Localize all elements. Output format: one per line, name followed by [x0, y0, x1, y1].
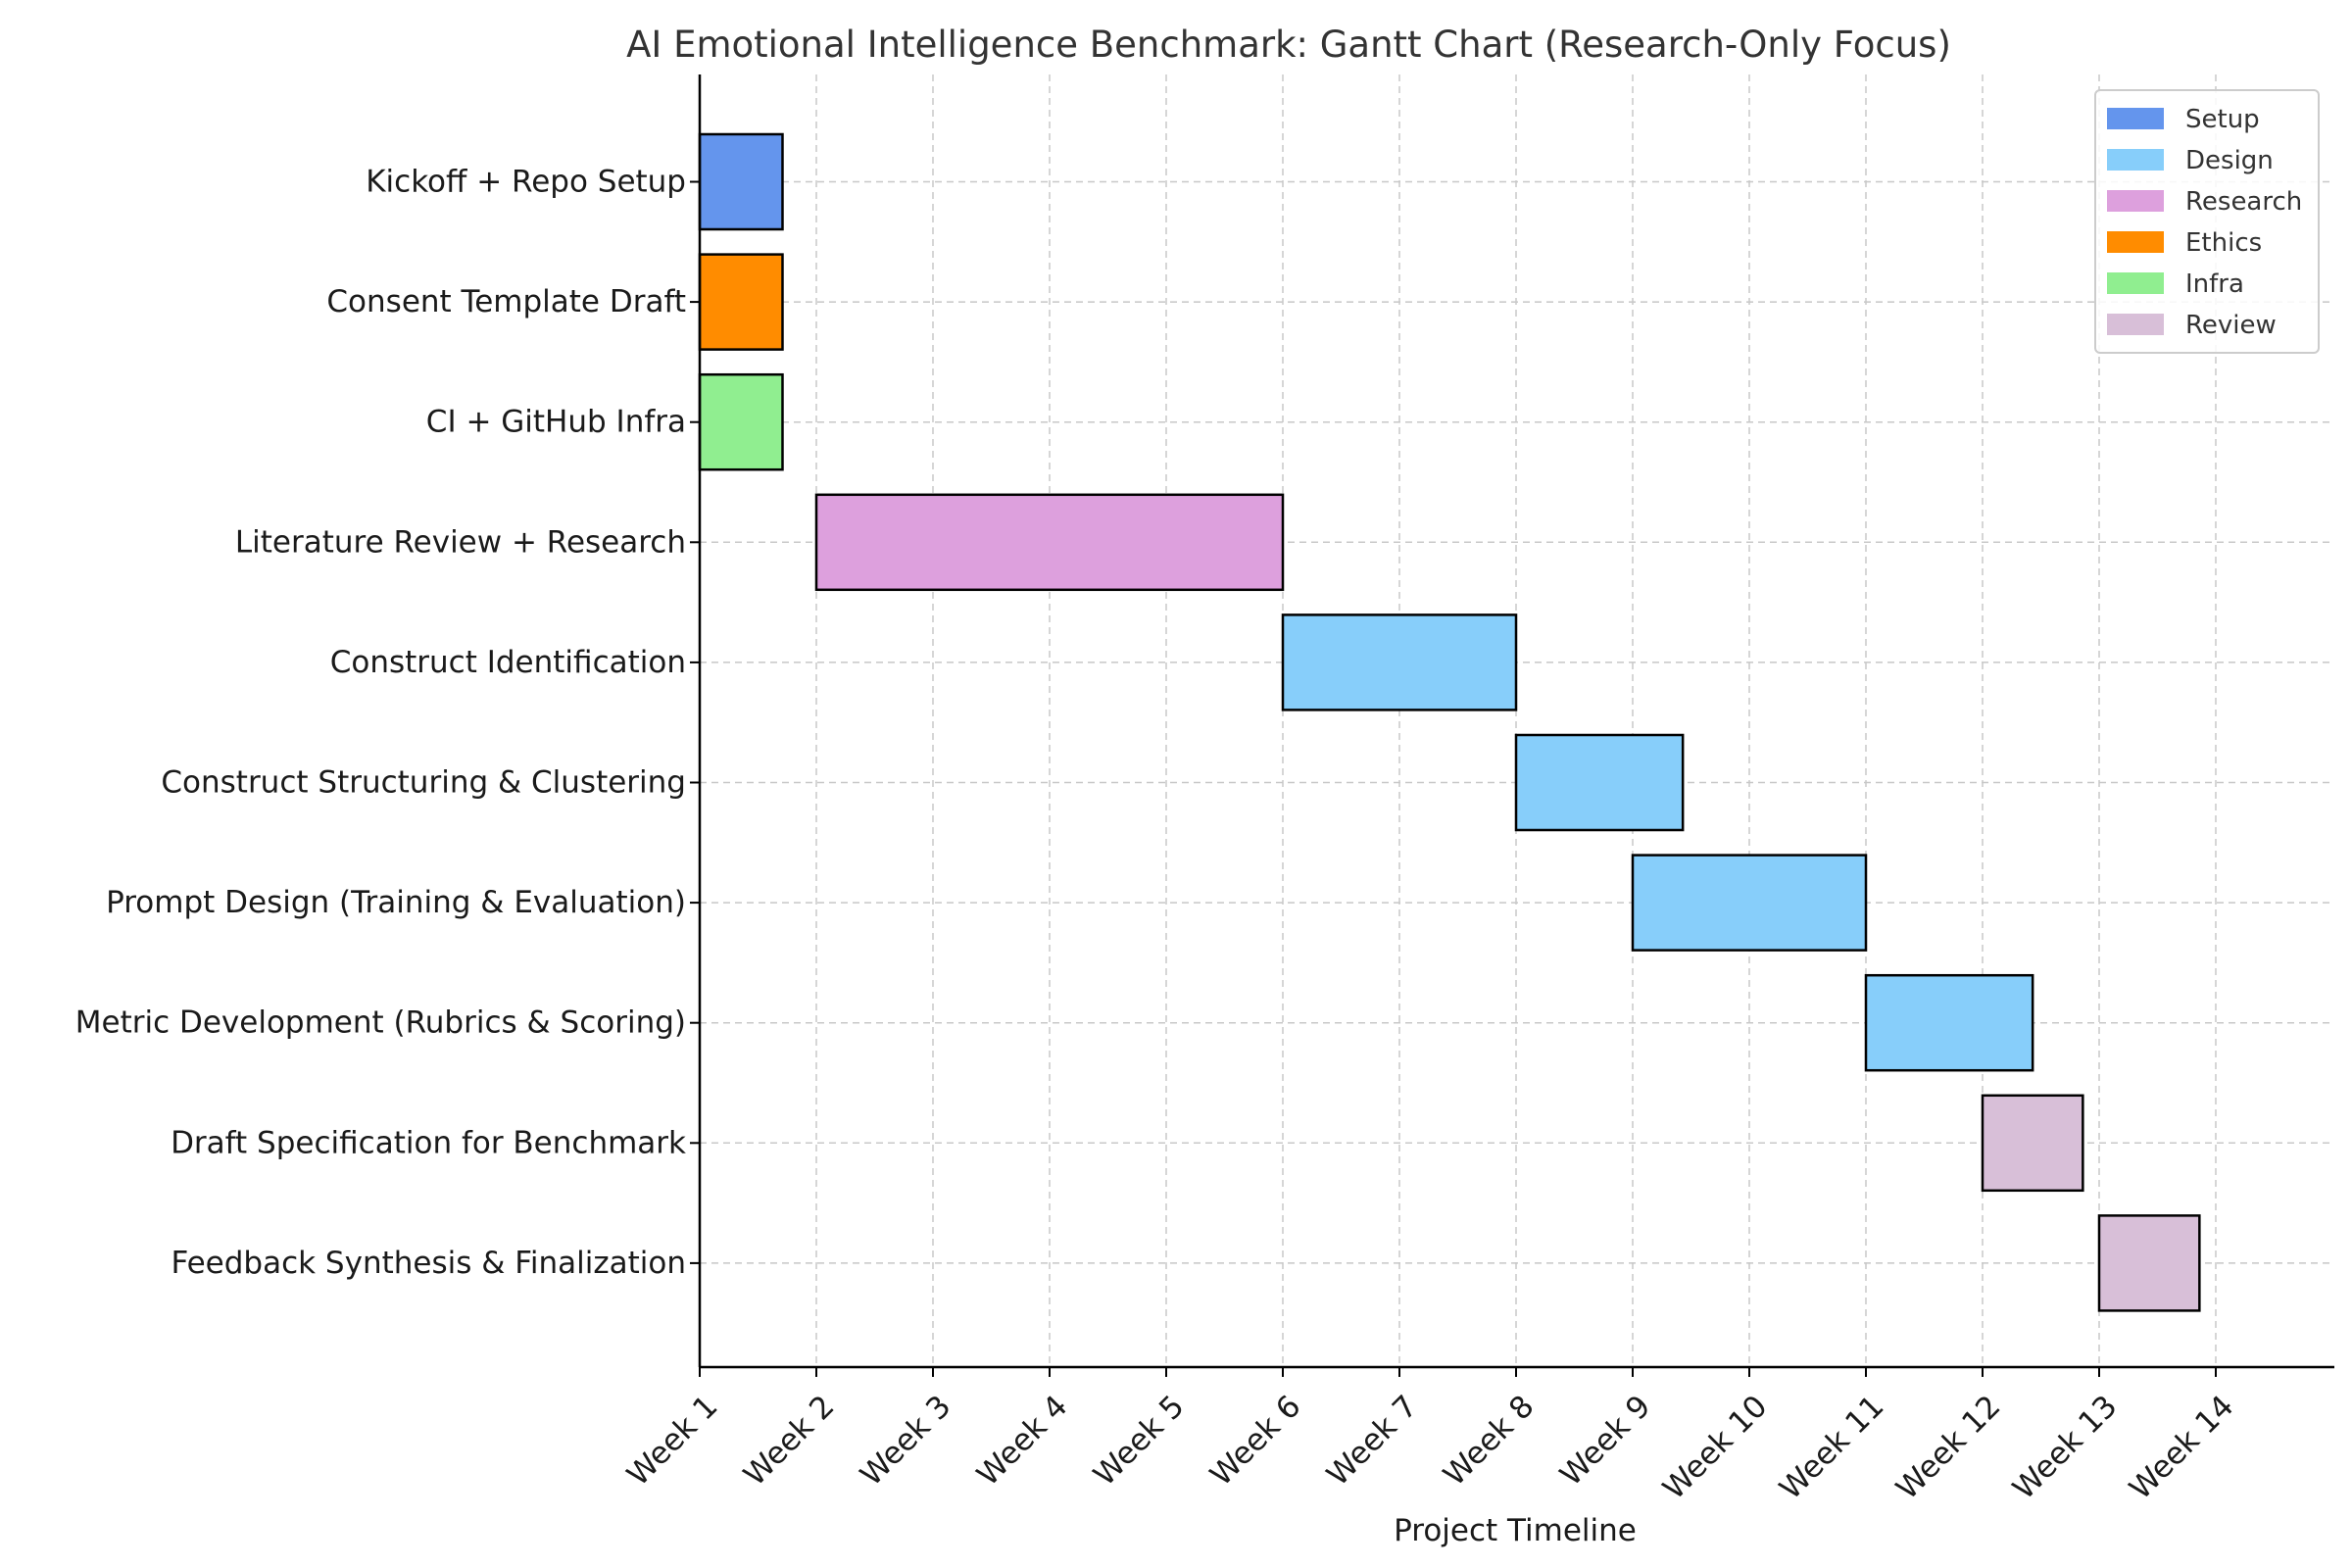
- axes: [690, 74, 2334, 1377]
- task-label: Feedback Synthesis & Finalization: [171, 1246, 686, 1281]
- task-bar: [2097, 1214, 2201, 1312]
- task-label: CI + GitHub Infra: [426, 405, 686, 440]
- task-bar: [698, 253, 784, 351]
- task-bar: [698, 132, 784, 231]
- task-label: Prompt Design (Training & Evaluation): [106, 885, 686, 920]
- x-tick-label: Week 3: [854, 1389, 957, 1493]
- x-tick-label: Week 11: [1773, 1389, 1890, 1506]
- legend: Setup Design Research Ethics Infra Review: [2094, 89, 2320, 354]
- legend-label: Ethics: [2185, 228, 2262, 258]
- x-tick-label: Week 1: [620, 1389, 724, 1493]
- task-label: Construct Identification: [330, 645, 686, 680]
- task-label: Construct Structuring & Clustering: [161, 765, 686, 801]
- x-tick-label: Week 10: [1656, 1389, 1774, 1506]
- task-label: Kickoff + Repo Setup: [366, 165, 686, 200]
- x-axis-label: Project Timeline: [1394, 1513, 1637, 1548]
- x-tick-label: Week 9: [1553, 1389, 1657, 1493]
- legend-swatch: [2107, 190, 2164, 212]
- task-bars: [698, 132, 2201, 1312]
- legend-swatch: [2107, 149, 2164, 171]
- task-label: Draft Specification for Benchmark: [171, 1125, 686, 1160]
- task-bar: [1631, 854, 1868, 952]
- legend-label: Setup: [2185, 105, 2260, 134]
- x-tick-label: Week 4: [970, 1389, 1074, 1493]
- legend-label: Research: [2185, 187, 2302, 217]
- x-tick-label: Week 5: [1087, 1389, 1191, 1493]
- legend-swatch: [2107, 272, 2164, 294]
- x-tick-label: Week 12: [1889, 1389, 2007, 1506]
- x-tick-label: Week 14: [2123, 1389, 2240, 1506]
- legend-swatch: [2107, 231, 2164, 253]
- task-bar: [1981, 1094, 2084, 1193]
- legend-swatch: [2107, 314, 2164, 335]
- x-tick-label: Week 6: [1203, 1389, 1307, 1493]
- task-bar: [698, 372, 784, 471]
- task-bar: [1514, 733, 1685, 832]
- x-tick-label: Week 7: [1320, 1389, 1424, 1493]
- legend-label: Infra: [2185, 270, 2244, 299]
- legend-swatch: [2107, 108, 2164, 129]
- task-bar: [1864, 973, 2034, 1072]
- task-labels: Kickoff + Repo Setup Consent Template Dra…: [75, 165, 686, 1281]
- task-label: Consent Template Draft: [326, 284, 686, 319]
- task-bar: [814, 493, 1285, 592]
- grid-lines: [700, 74, 2334, 1367]
- task-label: Literature Review + Research: [235, 524, 686, 560]
- task-label: Metric Development (Rubrics & Scoring): [75, 1005, 686, 1041]
- x-tick-label: Week 8: [1437, 1389, 1541, 1493]
- x-tick-labels: Week 1 Week 2 Week 3 Week 4 Week 5 Week 6 Week…: [620, 1389, 2240, 1506]
- chart-title: AI Emotional Intelligence Benchmark: Gan…: [626, 24, 1951, 66]
- legend-label: Design: [2185, 146, 2274, 175]
- x-tick-label: Week 13: [2006, 1389, 2124, 1506]
- task-bar: [1281, 613, 1518, 711]
- legend-label: Review: [2185, 311, 2277, 340]
- x-tick-label: Week 2: [737, 1389, 841, 1493]
